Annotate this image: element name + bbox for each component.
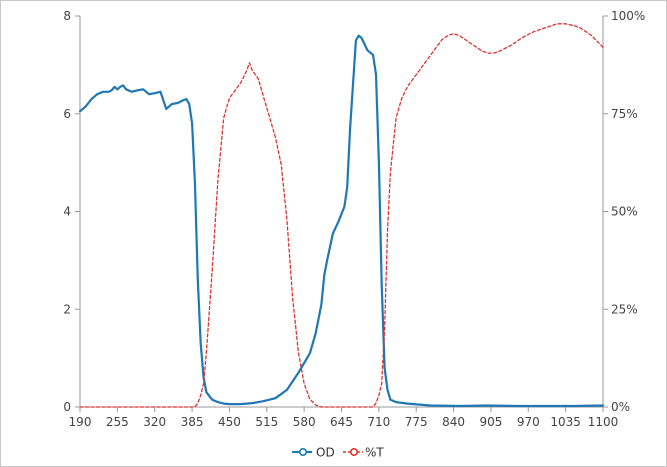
legend-od-label: OD <box>316 446 335 460</box>
x-tick-label: 450 <box>218 415 241 429</box>
x-tick-label: 580 <box>293 415 316 429</box>
ticks: 190 255 320 385 450 515 580 645 710 775 840 905 970 1… <box>63 9 645 429</box>
y-left-tick-label: 4 <box>63 205 71 219</box>
y-right-tick-label: 50% <box>611 205 638 219</box>
y-right-tick-label: 0% <box>611 400 630 414</box>
x-tick-label: 840 <box>442 415 465 429</box>
y-right-tick-label: 75% <box>611 107 638 121</box>
legend-t-label: %T <box>365 446 384 460</box>
x-tick-label: 1035 <box>550 415 581 429</box>
x-tick-label: 320 <box>143 415 166 429</box>
series-od-line <box>78 34 605 408</box>
series-layer <box>78 23 605 408</box>
x-tick-label: 190 <box>69 415 92 429</box>
x-tick-label: 970 <box>517 415 540 429</box>
y-right-tick-label: 25% <box>611 302 638 316</box>
x-tick-label: 385 <box>181 415 204 429</box>
x-tick-label: 775 <box>405 415 428 429</box>
x-tick-label: 905 <box>479 415 502 429</box>
legend-t-marker <box>349 447 358 456</box>
legend-item-od[interactable]: OD <box>292 446 335 460</box>
legend-od-marker <box>298 447 307 456</box>
y-right-tick-label: 100% <box>611 9 645 23</box>
y-left-tick-label: 0 <box>63 400 71 414</box>
series-transmission-line <box>79 23 604 408</box>
legend-item-transmission[interactable]: %T <box>343 446 384 460</box>
y-left-tick-label: 2 <box>63 302 71 316</box>
legend: OD %T <box>292 446 384 460</box>
x-tick-label: 645 <box>330 415 353 429</box>
x-tick-label: 255 <box>106 415 129 429</box>
x-tick-label: 515 <box>255 415 278 429</box>
y-left-tick-label: 8 <box>63 9 71 23</box>
x-tick-label: 1100 <box>588 415 619 429</box>
y-left-tick-label: 6 <box>63 107 71 121</box>
x-tick-label: 710 <box>367 415 390 429</box>
